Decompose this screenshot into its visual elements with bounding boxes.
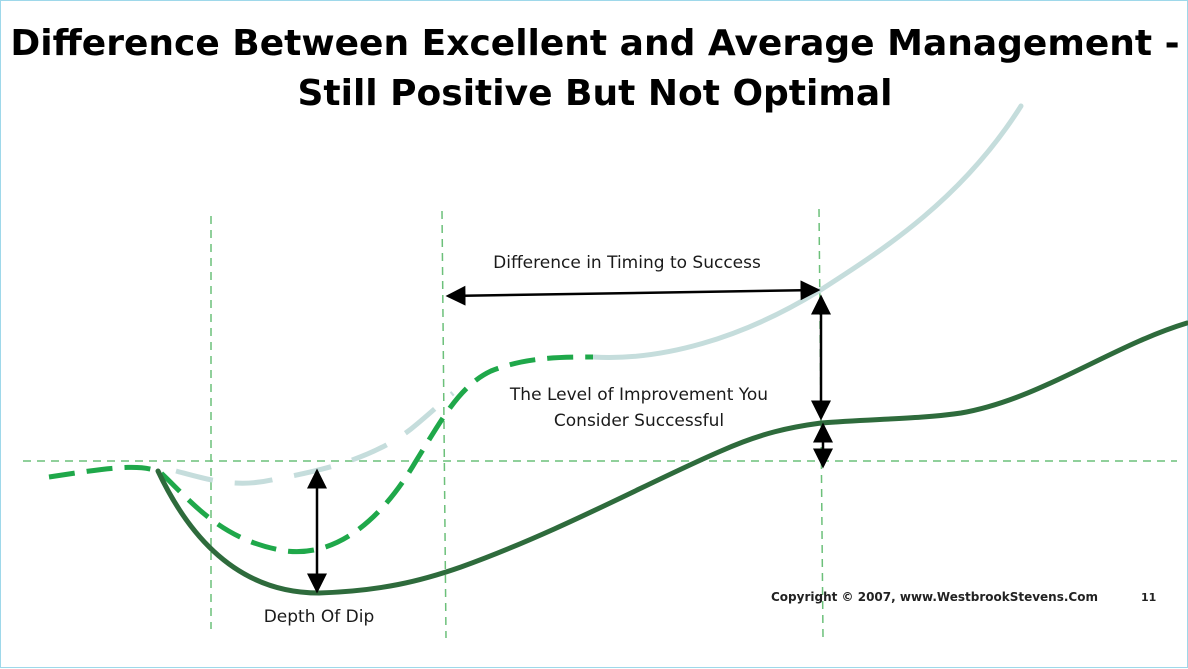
transition-curve [48, 354, 594, 555]
improvement-level-label: The Level of Improvement You Consider Su… [479, 382, 799, 434]
depth-of-dip-label: Depth Of Dip [263, 607, 375, 627]
excellent-curve-solid [590, 103, 1024, 360]
excellent-curve-dashed [175, 391, 455, 486]
timing-difference-arrow [445, 280, 821, 306]
title-line-1: Difference Between Excellent and Average… [10, 23, 1180, 64]
improvement-level-label-line-1: The Level of Improvement You [509, 385, 769, 405]
title-line-2: Still Positive But Not Optimal [297, 73, 893, 114]
guide-line-recovery-start [441, 210, 447, 639]
slide-title: Difference Between Excellent and Average… [1, 19, 1188, 119]
timing-difference-label: Difference in Timing to Success [493, 253, 761, 273]
copyright-notice: Copyright © 2007, www.WestbrookStevens.C… [771, 590, 1098, 604]
improvement-level-label-line-2: Consider Successful [553, 411, 725, 431]
page-number: 11 [1141, 591, 1157, 604]
